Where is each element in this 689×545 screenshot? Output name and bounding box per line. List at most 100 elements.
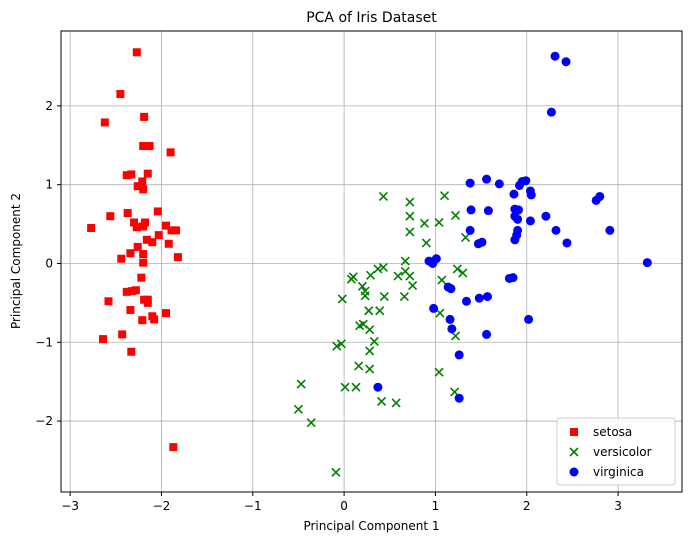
virginica-point <box>525 216 535 226</box>
versicolor-point <box>296 379 306 389</box>
y-axis-label: Principal Component 2 <box>9 193 23 329</box>
virginica-point <box>373 382 383 392</box>
setosa-point <box>132 223 141 232</box>
y-tick-label: 2 <box>45 99 53 113</box>
setosa-point <box>130 218 139 227</box>
series-virginica <box>373 51 652 403</box>
setosa-point <box>148 238 157 247</box>
virginica-point <box>546 107 556 117</box>
virginica-point <box>465 225 475 235</box>
virginica-point <box>494 179 504 189</box>
versicolor-point <box>365 325 375 335</box>
setosa-point <box>131 286 140 295</box>
versicolor-point <box>336 339 346 349</box>
x-tick-label: 0 <box>340 499 348 513</box>
versicolor-point <box>332 341 342 351</box>
data-points <box>87 48 652 477</box>
legend-box <box>556 417 676 486</box>
versicolor-point <box>357 281 367 291</box>
setosa-point <box>106 212 115 221</box>
setosa-point <box>126 305 135 314</box>
legend-marker-virginica <box>569 467 579 477</box>
virginica-point <box>445 314 455 324</box>
virginica-point <box>482 329 492 339</box>
versicolor-point <box>378 191 388 202</box>
setosa-point <box>122 287 131 296</box>
series-setosa <box>87 48 182 452</box>
versicolor-point <box>419 218 430 228</box>
versicolor-point <box>408 280 418 291</box>
versicolor-point <box>434 217 444 228</box>
versicolor-point <box>393 271 403 281</box>
x-tick-label: −1 <box>244 499 262 513</box>
virginica-point <box>454 393 464 403</box>
versicolor-point <box>337 294 347 304</box>
virginica-point <box>509 189 519 199</box>
virginica-point <box>605 225 615 235</box>
virginica-point <box>514 180 524 190</box>
setosa-point <box>164 239 173 248</box>
versicolor-point <box>400 256 410 266</box>
x-tick-label: −3 <box>61 499 79 513</box>
versicolor-point <box>450 210 461 220</box>
setosa-point <box>154 231 163 240</box>
setosa-point <box>169 443 178 452</box>
versicolor-point <box>331 467 341 477</box>
setosa-point <box>138 316 147 325</box>
setosa-point <box>99 335 108 344</box>
versicolor-point <box>460 232 471 243</box>
virginica-point <box>550 51 560 61</box>
x-tick-label: 2 <box>523 499 531 513</box>
versicolor-point <box>306 418 316 428</box>
series-versicolor <box>293 191 471 477</box>
versicolor-point <box>405 211 415 221</box>
setosa-point <box>143 169 152 178</box>
virginica-point <box>483 206 493 216</box>
versicolor-point <box>373 264 383 274</box>
virginica-point <box>541 211 551 221</box>
x-axis-label: Principal Component 1 <box>303 519 439 533</box>
virginica-point <box>482 292 492 302</box>
setosa-point <box>117 254 126 263</box>
versicolor-point <box>293 404 304 414</box>
setosa-point <box>173 253 182 262</box>
virginica-point <box>482 174 492 184</box>
setosa-point <box>145 142 154 151</box>
setosa-point <box>139 142 148 151</box>
versicolor-point <box>391 398 401 408</box>
setosa-point <box>150 315 159 324</box>
versicolor-point <box>399 292 409 302</box>
setosa-point <box>142 235 151 244</box>
versicolor-point <box>364 306 374 316</box>
virginica-point <box>521 176 531 186</box>
setosa-point <box>138 177 147 186</box>
legend-marker-setosa <box>570 428 578 436</box>
virginica-point <box>551 225 561 235</box>
setosa-point <box>167 226 176 235</box>
legend-label-versicolor: versicolor <box>593 445 652 459</box>
setosa-point <box>153 207 162 216</box>
virginica-point <box>461 296 471 306</box>
setosa-point <box>140 112 149 121</box>
legend: setosa versicolor virginica <box>556 417 676 486</box>
virginica-point <box>429 303 439 313</box>
setosa-point <box>139 222 148 231</box>
virginica-point <box>561 57 571 67</box>
setosa-point <box>122 171 131 180</box>
versicolor-point <box>340 382 350 392</box>
versicolor-point <box>376 396 387 406</box>
virginica-point <box>428 258 438 268</box>
legend-label-virginica: virginica <box>593 465 644 479</box>
setosa-point <box>100 118 109 127</box>
setosa-point <box>133 182 142 191</box>
virginica-point <box>447 324 457 334</box>
virginica-point <box>473 239 483 249</box>
virginica-point <box>642 258 652 268</box>
versicolor-point <box>434 367 444 377</box>
virginica-point <box>513 214 523 224</box>
versicolor-point <box>351 382 361 392</box>
versicolor-point <box>450 331 461 341</box>
versicolor-point <box>375 306 385 316</box>
versicolor-point <box>365 346 375 356</box>
virginica-point <box>562 238 572 248</box>
